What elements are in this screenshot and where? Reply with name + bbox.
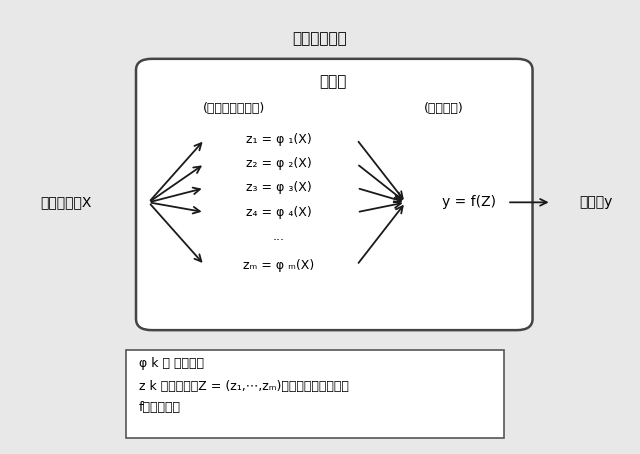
FancyBboxPatch shape (127, 350, 504, 438)
Text: φ k ： 基底関数: φ k ： 基底関数 (139, 357, 204, 370)
Text: f：推定関数: f：推定関数 (139, 401, 181, 414)
Text: ...: ... (273, 230, 285, 243)
Text: (基底関数リスト): (基底関数リスト) (204, 102, 266, 115)
Text: zₘ = φ ₘ(X): zₘ = φ ₘ(X) (243, 259, 314, 271)
FancyBboxPatch shape (136, 59, 532, 330)
Text: 推定値y: 推定値y (579, 195, 612, 209)
Text: z₁ = φ ₁(X): z₁ = φ ₁(X) (246, 133, 312, 146)
Text: z₃ = φ ₃(X): z₃ = φ ₃(X) (246, 182, 312, 194)
Text: 推定機: 推定機 (319, 74, 346, 89)
Text: 推定機の構造: 推定機の構造 (292, 31, 348, 46)
Text: z₄ = φ ₄(X): z₄ = φ ₄(X) (246, 206, 312, 219)
Text: z k ：特徴量（Z = (z₁,⋯,zₘ)：特徴量ベクトル）: z k ：特徴量（Z = (z₁,⋯,zₘ)：特徴量ベクトル） (139, 380, 349, 393)
Text: 入力データX: 入力データX (40, 195, 92, 209)
Text: y = f(Z): y = f(Z) (442, 195, 496, 209)
Text: (推定関数): (推定関数) (424, 102, 463, 115)
Text: z₂ = φ ₂(X): z₂ = φ ₂(X) (246, 157, 312, 170)
